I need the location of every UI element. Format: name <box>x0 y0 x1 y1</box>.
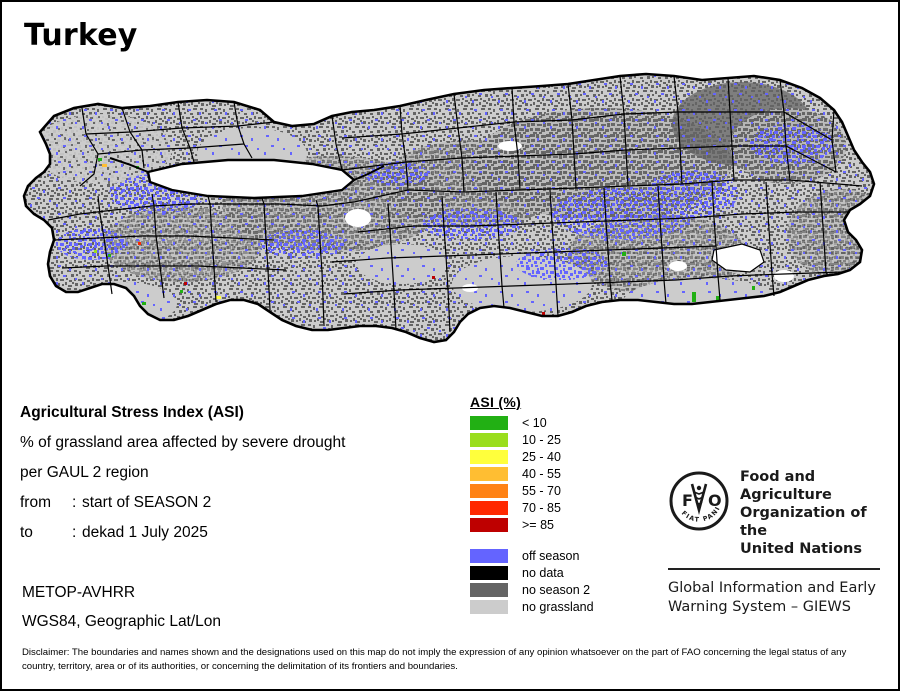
legend-class-label: >= 85 <box>522 518 554 532</box>
fao-divider <box>668 568 880 570</box>
legend-special-list: off season no data no season 2 no grassland <box>470 548 660 615</box>
legend-special-swatch <box>470 600 508 614</box>
projection-label: WGS84, Geographic Lat/Lon <box>22 613 222 630</box>
info-to-sep: : <box>72 524 77 541</box>
legend-class-row[interactable]: 25 - 40 <box>470 449 660 465</box>
legend-class-row[interactable]: 55 - 70 <box>470 483 660 499</box>
legend-special-row[interactable]: no grassland <box>470 599 660 615</box>
legend-class-label: < 10 <box>522 416 547 430</box>
legend-class-list: < 10 10 - 25 25 - 40 40 - 55 55 - 70 70 - 85 >… <box>470 415 660 533</box>
fao-branding: F O FIAT PANIS Food and AgricultureOrgan… <box>665 464 884 617</box>
info-subtitle-2: per GAUL 2 region <box>20 464 149 481</box>
legend-special-row[interactable]: no season 2 <box>470 582 660 598</box>
legend-class-label: 10 - 25 <box>522 433 561 447</box>
legend-special-label: off season <box>522 549 580 563</box>
info-subtitle-1: % of grassland area affected by severe d… <box>20 434 346 451</box>
fao-name-line: Food and Agriculture <box>740 469 832 503</box>
info-block: Agricultural Stress Index (ASI) % of gra… <box>20 398 440 548</box>
info-to-key: to <box>20 524 33 541</box>
admin-boundaries-gaul2 <box>47 75 863 333</box>
legend-class-row[interactable]: 10 - 25 <box>470 432 660 448</box>
legend-special-swatch <box>470 566 508 580</box>
legend-class-swatch <box>470 467 508 481</box>
turkey-map-svg[interactable] <box>2 54 898 354</box>
legend-class-label: 55 - 70 <box>522 484 561 498</box>
map-raster-layers <box>24 74 874 342</box>
fao-organization-name: Food and Agriculture Organization of the U… <box>740 468 884 558</box>
legend-class-swatch <box>470 433 508 447</box>
legend-class-swatch <box>470 484 508 498</box>
legend-class-swatch <box>470 450 508 464</box>
fao-name-line: United Nations <box>740 541 862 557</box>
map-canvas[interactable] <box>2 54 898 354</box>
map-legend: ASI (%) < 10 10 - 25 25 - 40 40 - 55 55 - 70… <box>470 394 660 616</box>
legend-special-label: no data <box>522 566 564 580</box>
svg-text:O: O <box>708 491 722 510</box>
sensor-label: METOP-AVHRR <box>22 584 136 601</box>
map-boundaries <box>22 72 876 344</box>
legend-class-swatch <box>470 501 508 515</box>
fao-logo: F O FIAT PANIS <box>665 464 730 537</box>
info-to-row: to : dekad 1 July 2025 <box>20 518 440 548</box>
info-from-sep: : <box>72 494 77 511</box>
legend-class-label: 25 - 40 <box>522 450 561 464</box>
legend-title: ASI (%) <box>470 394 522 410</box>
legend-special-swatch <box>470 583 508 597</box>
info-from-key: from <box>20 494 51 511</box>
fao-subtitle: Global Information and Early Warning Syst… <box>668 579 884 617</box>
legend-special-row[interactable]: no data <box>470 565 660 581</box>
info-from-value: start of SEASON 2 <box>82 494 212 511</box>
svg-text:F: F <box>682 491 693 510</box>
fao-sub-line: Warning System – GIEWS <box>668 599 851 615</box>
legend-class-label: 40 - 55 <box>522 467 561 481</box>
fao-logo-row: F O FIAT PANIS Food and AgricultureOrgan… <box>665 464 884 558</box>
info-heading: Agricultural Stress Index (ASI) <box>20 404 244 421</box>
disclaimer-text: Disclaimer: The boundaries and names sho… <box>22 647 847 672</box>
info-to-value: dekad 1 July 2025 <box>82 524 208 541</box>
legend-class-swatch <box>470 416 508 430</box>
legend-class-row[interactable]: >= 85 <box>470 517 660 533</box>
source-block: METOP-AVHRR WGS84, Geographic Lat/Lon <box>22 578 442 636</box>
legend-special-row[interactable]: off season <box>470 548 660 564</box>
legend-spacer <box>470 534 660 548</box>
legend-special-swatch <box>470 549 508 563</box>
fao-sub-line: Global Information and Early <box>668 580 876 596</box>
legend-class-label: 70 - 85 <box>522 501 561 515</box>
page-title: Turkey <box>24 18 138 53</box>
legend-class-row[interactable]: 70 - 85 <box>470 500 660 516</box>
map-lakes <box>345 141 794 292</box>
info-from-row: from : start of SEASON 2 <box>20 488 440 518</box>
legend-special-label: no season 2 <box>522 583 591 597</box>
legend-special-label: no grassland <box>522 600 594 614</box>
legend-class-swatch <box>470 518 508 532</box>
fao-name-line: Organization of the <box>740 505 867 539</box>
fao-logo-icon: F O FIAT PANIS <box>665 464 729 531</box>
legend-class-row[interactable]: 40 - 55 <box>470 466 660 482</box>
legend-class-row[interactable]: < 10 <box>470 415 660 431</box>
